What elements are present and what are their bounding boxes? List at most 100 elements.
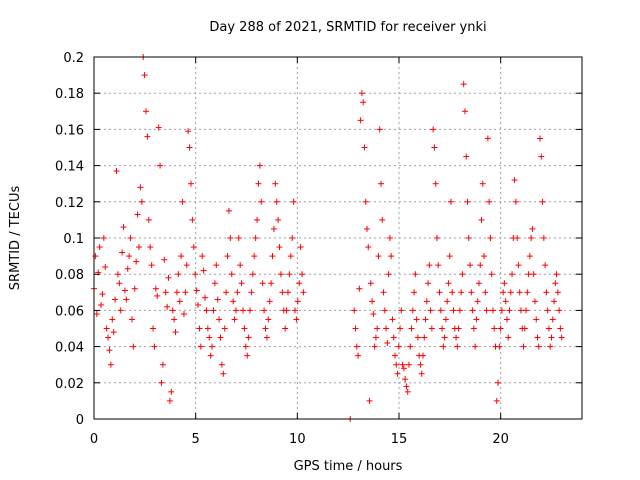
data-point — [398, 307, 405, 314]
data-point — [100, 235, 107, 241]
data-point — [417, 361, 424, 368]
y-tick-label: 0.06 — [55, 304, 84, 319]
data-point — [207, 352, 214, 359]
data-point — [459, 271, 466, 278]
data-point — [376, 126, 383, 133]
data-point — [479, 180, 486, 187]
data-point — [266, 298, 273, 305]
data-point — [287, 253, 294, 260]
data-point — [442, 316, 449, 323]
data-point — [224, 253, 231, 260]
data-point — [371, 343, 378, 350]
data-point — [269, 253, 276, 260]
data-point — [127, 235, 134, 241]
data-point — [110, 329, 117, 336]
data-point — [190, 244, 197, 251]
data-point — [363, 225, 370, 232]
data-point — [538, 153, 545, 160]
data-point — [430, 126, 437, 133]
data-point — [235, 235, 242, 241]
data-point — [445, 280, 452, 287]
data-point — [220, 370, 227, 377]
data-point — [294, 298, 301, 305]
chart-title: Day 288 of 2021, SRMTID for receiver ynk… — [209, 20, 486, 35]
data-point — [209, 343, 216, 350]
data-point — [456, 307, 463, 314]
data-point — [496, 343, 503, 350]
data-point — [530, 271, 537, 278]
data-point — [454, 343, 461, 350]
x-tick-label: 10 — [289, 432, 306, 447]
data-point — [439, 325, 446, 332]
data-point — [534, 334, 541, 341]
data-point — [171, 316, 178, 323]
data-point — [413, 316, 420, 323]
data-point — [119, 249, 126, 256]
data-point — [556, 307, 563, 314]
data-point — [535, 343, 542, 350]
data-point — [365, 244, 372, 251]
data-point — [463, 153, 470, 160]
data-point — [356, 285, 363, 292]
data-point — [96, 244, 103, 251]
data-point — [393, 361, 400, 368]
data-point — [357, 117, 364, 124]
data-point — [248, 289, 255, 296]
data-point — [370, 311, 377, 318]
data-point — [259, 280, 266, 287]
data-point — [189, 216, 196, 223]
data-point — [291, 307, 298, 314]
y-tick-label: 0.1 — [63, 232, 84, 247]
data-point — [186, 144, 193, 151]
data-point — [262, 325, 269, 332]
data-point — [258, 198, 265, 205]
data-point — [261, 307, 268, 314]
data-point — [239, 307, 246, 314]
data-point — [352, 325, 359, 332]
data-point — [455, 325, 462, 332]
data-point — [484, 135, 491, 142]
data-point — [477, 262, 484, 269]
data-point — [255, 180, 262, 187]
data-point — [247, 307, 254, 314]
data-points — [91, 54, 565, 422]
data-point — [551, 298, 558, 305]
data-point — [299, 271, 306, 278]
data-point — [447, 198, 454, 205]
data-point — [423, 298, 430, 305]
data-point — [252, 235, 259, 241]
data-point — [217, 334, 224, 341]
data-point — [441, 334, 448, 341]
data-point — [464, 198, 471, 205]
data-point — [283, 307, 290, 314]
data-point — [263, 334, 270, 341]
data-point — [358, 90, 365, 97]
data-point — [126, 253, 133, 260]
data-point — [109, 316, 116, 323]
data-point — [228, 271, 235, 278]
data-point — [512, 198, 519, 205]
data-point — [520, 343, 527, 350]
y-tick-label: 0.14 — [55, 160, 84, 175]
data-point — [379, 216, 386, 223]
data-point — [516, 289, 523, 296]
data-point — [270, 225, 277, 232]
data-point — [381, 307, 388, 314]
data-point — [511, 177, 518, 184]
data-point — [409, 307, 416, 314]
data-point — [528, 235, 535, 241]
data-point — [495, 379, 502, 386]
data-point — [552, 280, 559, 287]
data-point — [254, 216, 261, 223]
data-point — [470, 325, 477, 332]
data-point — [377, 180, 384, 187]
data-point — [465, 235, 472, 241]
data-point — [389, 316, 396, 323]
data-point — [422, 316, 429, 323]
data-point — [390, 334, 397, 341]
data-point — [245, 334, 252, 341]
data-point — [375, 253, 382, 260]
data-point — [135, 244, 142, 251]
data-point — [103, 325, 110, 332]
data-point — [361, 144, 368, 151]
